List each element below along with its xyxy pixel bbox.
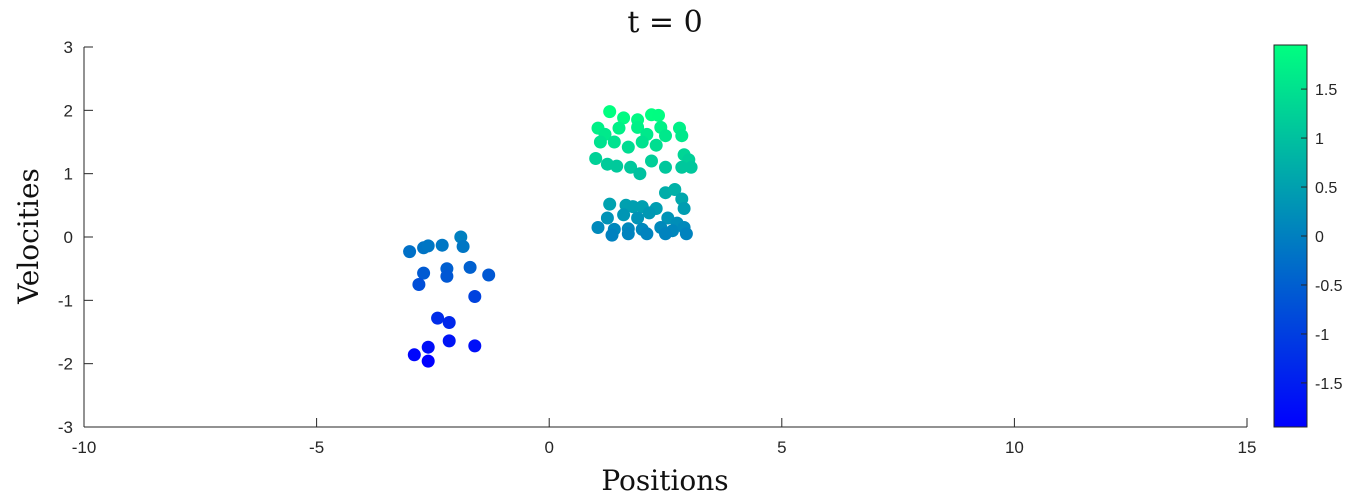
scatter-point-20	[603, 105, 617, 119]
scatter-point-11	[482, 268, 496, 282]
scatter-point-2	[421, 239, 435, 253]
scatter-point-62	[642, 206, 656, 220]
x-tick-label-3: 5	[777, 438, 786, 457]
scatter-point-21	[617, 111, 631, 125]
scatter-point-7	[412, 278, 426, 291]
x-axis-title: Positions	[601, 464, 728, 497]
y-tick-label-0: -3	[58, 418, 73, 437]
scatter-point-49	[684, 160, 698, 174]
x-tick-label-5: 15	[1238, 438, 1257, 457]
x-tick-label-2: 0	[544, 438, 553, 457]
scatter-point-5	[456, 240, 470, 253]
scatter-point-16	[468, 339, 482, 353]
colorbar-tick-label-5: 1	[1315, 131, 1324, 148]
colorbar: -1.5 -1 -0.5 0 0.5 1 1.5	[1273, 44, 1343, 428]
y-tick-label-6: 3	[64, 38, 73, 57]
scatter-point-38	[649, 138, 663, 152]
scatter-point-59	[600, 211, 614, 225]
scatter-point-60	[617, 208, 631, 222]
scatter-point-18	[407, 348, 421, 362]
scatter-point-12	[468, 290, 482, 303]
y-tick-label-1: -2	[58, 355, 73, 374]
colorbar-tick-label-3: 0	[1315, 229, 1324, 246]
scatter-point-17	[421, 340, 435, 354]
y-tick-label-4: 1	[64, 165, 73, 184]
scatter-point-36	[621, 140, 635, 154]
scatter-point-45	[633, 167, 647, 181]
scatter-point-37	[635, 135, 649, 149]
y-tick-label-5: 2	[64, 101, 73, 120]
scatter-point-74	[640, 227, 654, 241]
scatter-point-72	[605, 228, 619, 242]
scatter-point-46	[645, 154, 658, 168]
scatter-point-35	[607, 135, 621, 149]
colorbar-tick-label-0: -1.5	[1315, 376, 1343, 393]
scatter-point-51	[668, 183, 682, 196]
scatter-point-15	[442, 334, 456, 348]
scatter-point-34	[593, 135, 607, 149]
chart-title: t = 0	[627, 5, 702, 40]
y-tick-label-3: 0	[64, 228, 73, 247]
scatter-point-75	[659, 227, 672, 241]
plot-area	[403, 105, 698, 368]
scatter-point-61	[631, 211, 645, 225]
y-axis-title: Velocities	[12, 168, 45, 305]
scatter-point-65	[591, 221, 605, 234]
scatter-point-23	[652, 108, 665, 122]
scatter-point-3	[435, 238, 449, 252]
scatter-point-43	[610, 159, 624, 173]
x-tick-label-4: 10	[1005, 438, 1024, 457]
scatter-point-54	[603, 197, 617, 211]
scatter-point-10	[463, 260, 477, 274]
scatter-point-56	[626, 200, 640, 214]
scatter-point-6	[417, 266, 431, 280]
colorbar-tick-label-4: 0.5	[1315, 180, 1337, 197]
scatter-point-48	[675, 160, 689, 174]
scatter-point-9	[440, 269, 454, 283]
scatter-point-19	[421, 354, 435, 368]
scatter-point-76	[679, 227, 693, 241]
colorbar-tick-label-2: -0.5	[1315, 278, 1343, 295]
x-tick-label-1: -5	[309, 438, 324, 457]
scatter-point-53	[677, 202, 691, 215]
scatter-point-73	[621, 227, 635, 241]
scatter-point-47	[659, 160, 672, 174]
x-tick-label-0: -10	[72, 438, 97, 457]
colorbar-tick-label-1: -1	[1315, 327, 1329, 344]
scatter-point-13	[431, 311, 445, 325]
scatter-point-44	[624, 160, 638, 174]
scatter-point-0	[403, 245, 417, 259]
scatter-point-27	[631, 120, 645, 134]
scatter-point-26	[612, 121, 626, 135]
y-tick-label-2: -1	[58, 291, 73, 310]
scatter-point-32	[659, 129, 672, 143]
colorbar-tick-label-6: 1.5	[1315, 82, 1337, 99]
scatter-point-14	[442, 316, 456, 329]
scatter-point-41	[589, 152, 603, 165]
scatter-point-33	[675, 129, 689, 143]
